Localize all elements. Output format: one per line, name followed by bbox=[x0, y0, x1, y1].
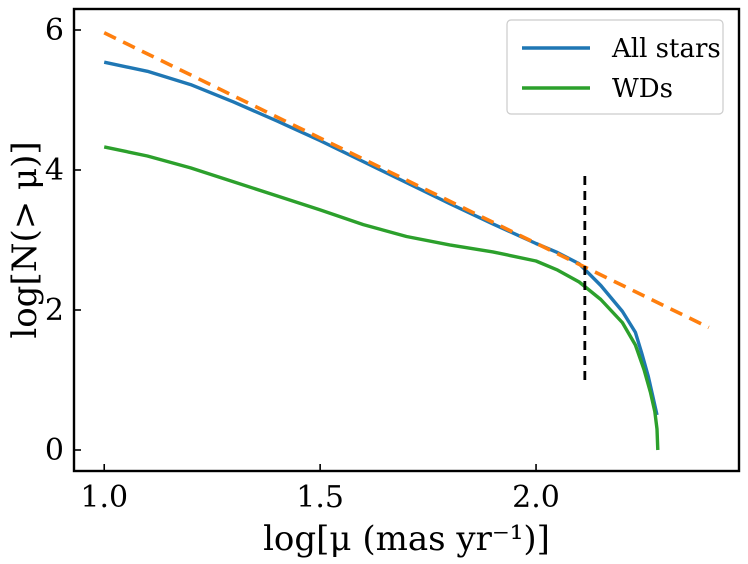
series-line-wds bbox=[103, 145, 660, 451]
y-tick-label: 0 bbox=[45, 433, 64, 468]
y-tick-label: 6 bbox=[45, 13, 64, 48]
legend-box bbox=[506, 19, 724, 115]
ticks-layer: 1.0 1.5 2.0 0 2 4 6 bbox=[45, 13, 560, 515]
plot-layer bbox=[103, 31, 710, 451]
x-tick-label: 1.5 bbox=[296, 480, 344, 515]
legend-label-wds: WDs bbox=[612, 74, 673, 104]
y-tick-label: 2 bbox=[45, 293, 64, 328]
legend: All stars WDs bbox=[506, 19, 724, 115]
x-tick-label: 1.0 bbox=[80, 480, 128, 515]
x-axis-label: log[μ (mas yr⁻¹)] bbox=[263, 519, 550, 559]
y-tick-label: 4 bbox=[45, 153, 64, 188]
y-axis-label: log[N(> μ)] bbox=[5, 141, 45, 338]
x-tick-label: 2.0 bbox=[512, 480, 560, 515]
legend-label-all-stars: All stars bbox=[611, 34, 721, 64]
plot-frame bbox=[72, 7, 741, 473]
series-line-power-law-fit bbox=[103, 31, 710, 330]
series-line-all-stars bbox=[103, 60, 659, 416]
